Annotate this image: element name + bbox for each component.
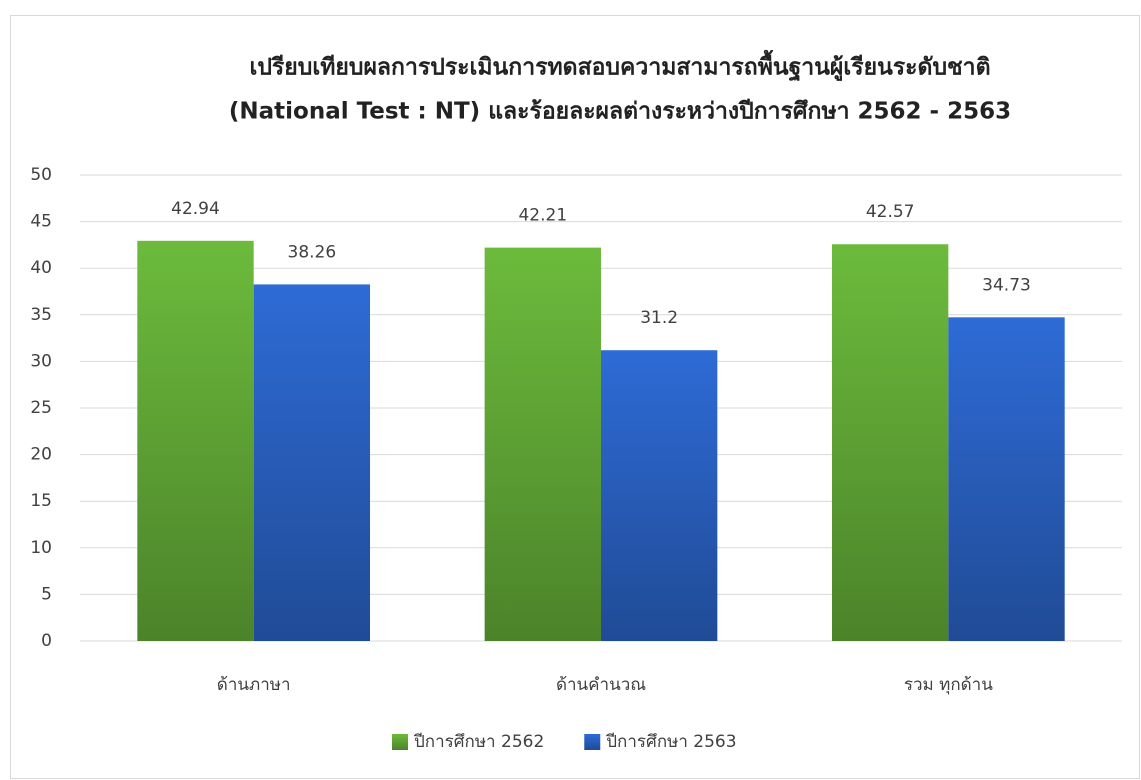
y-tick-label: 5 (41, 584, 52, 604)
y-tick-label: 15 (30, 491, 52, 511)
chart-title: เปรียบเทียบผลการประเมินการทดสอบความสามาร… (249, 50, 990, 82)
data-label: 34.73 (982, 275, 1031, 295)
legend-swatch (392, 734, 408, 750)
y-tick-label: 30 (30, 351, 52, 371)
bar (948, 317, 1065, 641)
y-tick-label: 45 (30, 212, 52, 232)
x-tick-label: ด้านคำนวณ (556, 675, 646, 695)
y-tick-label: 20 (30, 445, 52, 465)
y-tick-label: 25 (30, 398, 52, 418)
data-label: 31.2 (640, 308, 678, 328)
y-tick-label: 40 (30, 258, 52, 278)
bar (253, 284, 371, 641)
data-label: 42.21 (518, 206, 567, 226)
bar (137, 240, 254, 641)
x-tick-label: รวม ทุกด้าน (904, 675, 993, 695)
data-label: 38.26 (288, 242, 337, 262)
bar (484, 247, 601, 642)
y-tick-label: 10 (30, 538, 52, 558)
legend-label: ปีการศึกษา 2563 (605, 732, 736, 752)
y-tick-label: 35 (30, 305, 52, 325)
legend-label: ปีการศึกษา 2562 (413, 732, 544, 752)
x-tick-label: ด้านภาษา (217, 675, 291, 695)
legend-swatch (584, 734, 601, 750)
chart-title: (National Test : NT) และร้อยละผลต่างระหว… (229, 99, 1011, 125)
data-label: 42.57 (866, 202, 915, 222)
y-tick-label: 50 (30, 165, 52, 185)
y-tick-label: 0 (41, 631, 52, 651)
bar (831, 244, 949, 641)
bar (601, 350, 718, 641)
data-label: 42.94 (171, 199, 220, 219)
